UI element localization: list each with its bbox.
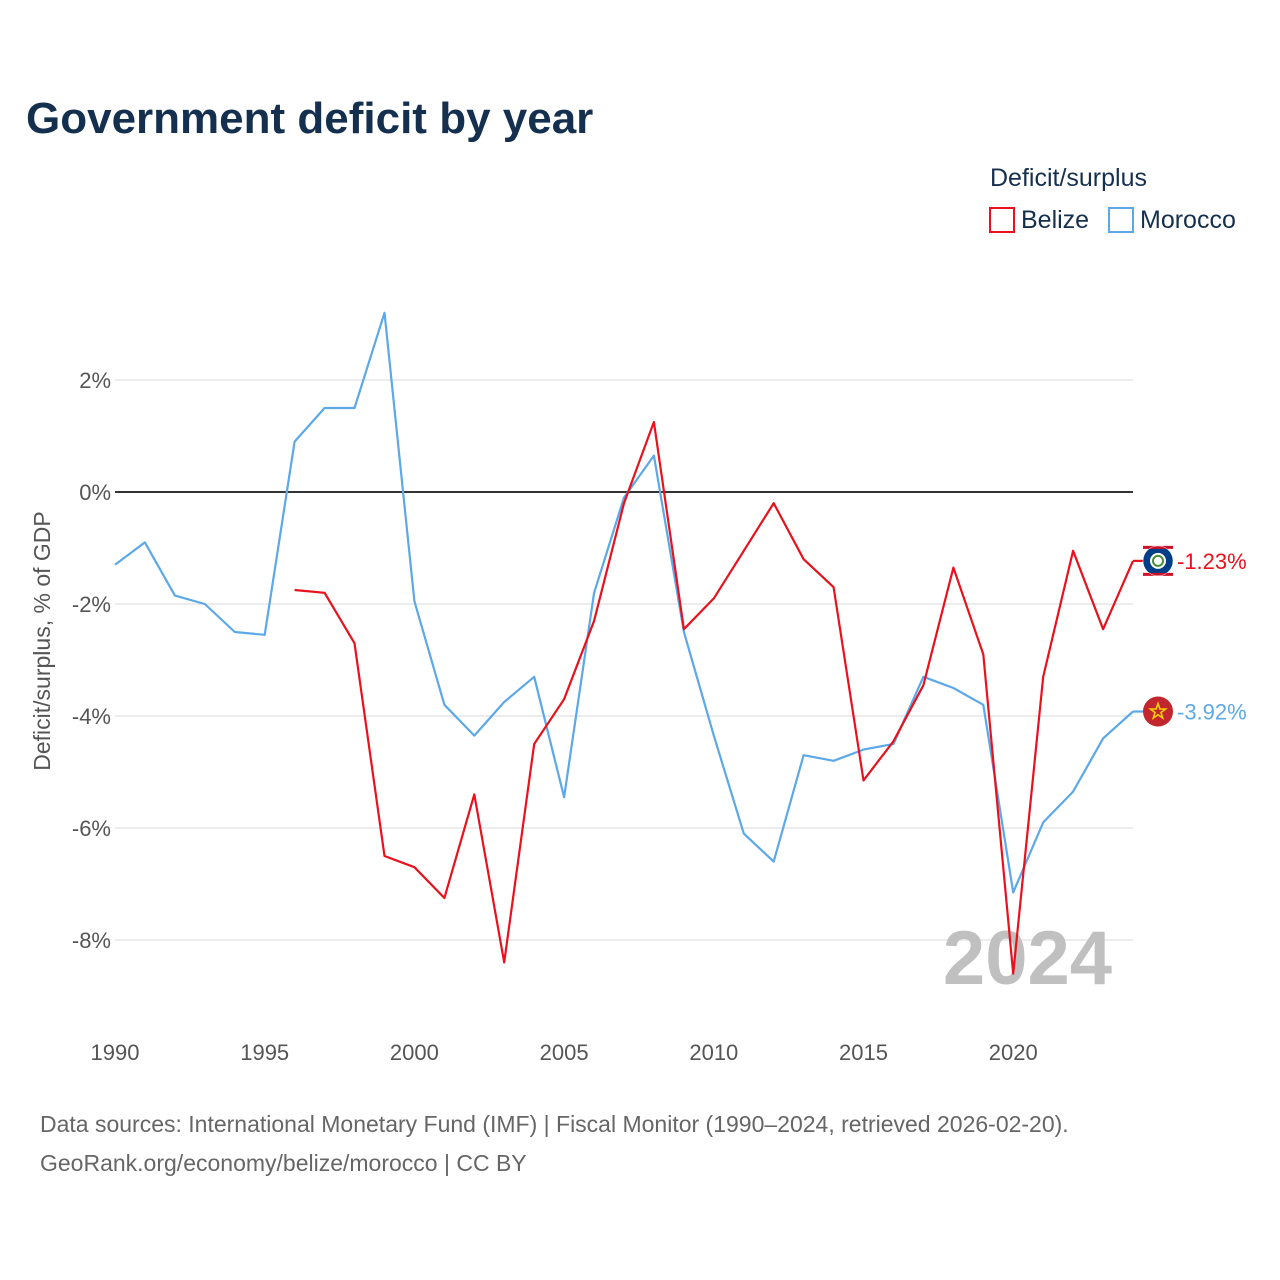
- y-tick-label: -8%: [72, 928, 111, 953]
- legend-label-morocco: Morocco: [1140, 206, 1236, 234]
- y-tick-label: -4%: [72, 704, 111, 729]
- x-tick-label: 2000: [390, 1040, 439, 1065]
- legend-label-belize: Belize: [1021, 206, 1089, 234]
- belize-flag-wreath: [1152, 554, 1164, 567]
- y-tick-label: 0%: [79, 480, 111, 505]
- y-tick-label: 2%: [79, 368, 111, 393]
- y-tick-label: -2%: [72, 592, 111, 617]
- series-end-markers: -1.23% -3.92%: [1133, 545, 1247, 727]
- morocco-flag-star: [1148, 701, 1168, 720]
- source-line-1: Data sources: International Monetary Fun…: [40, 1111, 1069, 1137]
- x-tick-label: 2015: [839, 1040, 888, 1065]
- series-line-belize: [294, 420, 1135, 975]
- legend-swatch-morocco: [1108, 207, 1134, 233]
- end-value-label-belize: -1.23%: [1177, 549, 1247, 574]
- belize-flag-icon: [1142, 545, 1174, 577]
- gridlines: [115, 379, 1133, 941]
- morocco-flag-field: [1143, 696, 1173, 727]
- current-year-label: 2024: [943, 916, 1112, 1001]
- y-axis-ticks: 2% 0% -2% -4% -6% -8%: [72, 368, 111, 953]
- chart-title: Government deficit by year: [26, 94, 593, 143]
- morocco-flag-icon: [1143, 696, 1173, 727]
- y-tick-label: -6%: [72, 816, 111, 841]
- belize-flag-rim: [1142, 545, 1174, 577]
- x-tick-label: 2010: [689, 1040, 738, 1065]
- x-tick-label: 2020: [989, 1040, 1038, 1065]
- belize-flag-stripe-bottom: [1143, 572, 1173, 576]
- series-lines: [114, 311, 1135, 975]
- legend: Deficit/surplus Belize Morocco: [989, 164, 1236, 234]
- x-tick-label: 2005: [540, 1040, 589, 1065]
- x-axis-ticks: 1990 1995 2000 2005 2010 2015 2020: [91, 1040, 1038, 1065]
- legend-title: Deficit/surplus: [990, 164, 1147, 192]
- source-line-2: GeoRank.org/economy/belize/morocco | CC …: [40, 1150, 527, 1176]
- x-tick-label: 1990: [91, 1040, 140, 1065]
- belize-flag-stripe-top: [1143, 545, 1173, 549]
- x-tick-label: 1995: [240, 1040, 289, 1065]
- y-axis-title: Deficit/surplus, % of GDP: [29, 511, 55, 770]
- series-line-morocco: [114, 311, 1134, 894]
- end-value-label-morocco: -3.92%: [1177, 700, 1247, 725]
- legend-swatch-belize: [989, 207, 1015, 233]
